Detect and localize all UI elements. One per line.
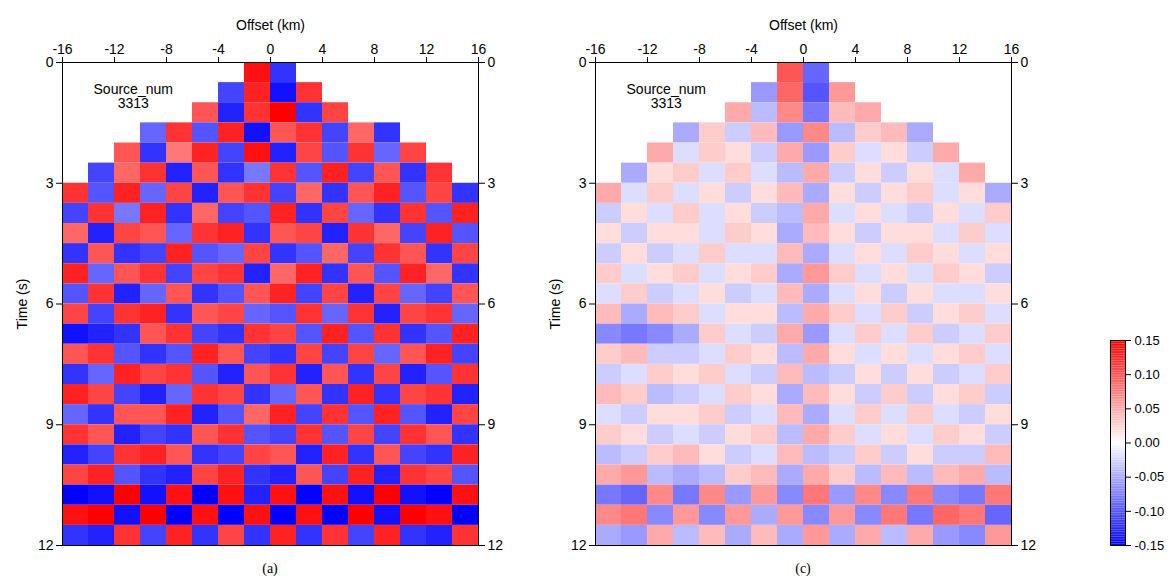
svg-text:16: 16: [1004, 41, 1020, 57]
svg-text:3: 3: [579, 175, 587, 191]
svg-text:9: 9: [46, 416, 54, 432]
svg-text:8: 8: [904, 41, 912, 57]
svg-text:6: 6: [488, 295, 496, 311]
svg-text:-0.10: -0.10: [1135, 503, 1165, 518]
svg-text:-16: -16: [52, 41, 72, 57]
svg-text:Offset (km): Offset (km): [769, 17, 838, 33]
svg-text:-12: -12: [104, 41, 124, 57]
svg-text:0.10: 0.10: [1135, 367, 1160, 382]
svg-text:0: 0: [1021, 54, 1029, 70]
svg-text:0: 0: [800, 41, 808, 57]
svg-text:8: 8: [371, 41, 379, 57]
svg-text:-4: -4: [212, 41, 225, 57]
svg-text:6: 6: [1021, 295, 1029, 311]
svg-text:Source_num3313: Source_num3313: [94, 81, 173, 111]
svg-text:-8: -8: [160, 41, 173, 57]
svg-text:3: 3: [488, 175, 496, 191]
svg-text:12: 12: [952, 41, 968, 57]
svg-text:-16: -16: [585, 41, 605, 57]
svg-text:3: 3: [46, 175, 54, 191]
svg-text:16: 16: [471, 41, 487, 57]
svg-text:Time (s): Time (s): [547, 279, 563, 330]
svg-text:4: 4: [319, 41, 327, 57]
svg-text:Offset (km): Offset (km): [236, 17, 305, 33]
svg-text:9: 9: [1021, 416, 1029, 432]
svg-text:0: 0: [579, 54, 587, 70]
svg-text:0.15: 0.15: [1135, 333, 1160, 348]
svg-text:6: 6: [579, 295, 587, 311]
svg-text:-8: -8: [693, 41, 706, 57]
svg-text:12: 12: [571, 537, 587, 553]
svg-text:-0.05: -0.05: [1135, 469, 1165, 484]
svg-text:-12: -12: [637, 41, 657, 57]
svg-text:12: 12: [1021, 537, 1037, 553]
html-text:(a): (a): [262, 561, 278, 576]
svg-text:Time (s): Time (s): [14, 279, 30, 330]
svg-text:Source_num3313: Source_num3313: [627, 81, 706, 111]
svg-text:-4: -4: [745, 41, 758, 57]
svg-text:0: 0: [488, 54, 496, 70]
svg-text:4: 4: [852, 41, 860, 57]
svg-text:0: 0: [46, 54, 54, 70]
svg-text:0: 0: [267, 41, 275, 57]
svg-text:12: 12: [488, 537, 504, 553]
svg-text:12: 12: [38, 537, 54, 553]
svg-text:12: 12: [419, 41, 435, 57]
svg-text:0.00: 0.00: [1135, 435, 1160, 450]
svg-text:9: 9: [488, 416, 496, 432]
svg-text:3: 3: [1021, 175, 1029, 191]
svg-text:6: 6: [46, 295, 54, 311]
svg-text:0.05: 0.05: [1135, 401, 1160, 416]
svg-text:-0.15: -0.15: [1135, 538, 1165, 553]
html-text:(c): (c): [795, 561, 811, 576]
svg-text:9: 9: [579, 416, 587, 432]
